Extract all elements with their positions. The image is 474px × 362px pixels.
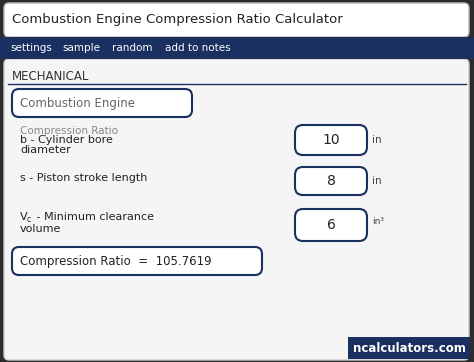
Text: c: c (27, 215, 31, 224)
Text: Combustion Engine: Combustion Engine (20, 97, 135, 109)
Bar (348, 337, 470, 359)
FancyBboxPatch shape (12, 247, 262, 275)
FancyBboxPatch shape (4, 59, 469, 360)
Text: settings: settings (10, 43, 52, 53)
Text: ncalculators.com: ncalculators.com (353, 341, 465, 354)
Text: V: V (20, 212, 27, 222)
FancyBboxPatch shape (295, 209, 367, 241)
FancyBboxPatch shape (12, 89, 192, 117)
Text: s - Piston stroke length: s - Piston stroke length (20, 173, 147, 183)
Text: Combustion Engine Compression Ratio Calculator: Combustion Engine Compression Ratio Calc… (12, 13, 343, 26)
Text: volume: volume (20, 224, 61, 234)
Text: b - Cylinder bore: b - Cylinder bore (20, 135, 113, 145)
Text: in: in (372, 135, 382, 145)
Text: in³: in³ (372, 218, 384, 227)
Text: diameter: diameter (20, 145, 71, 155)
FancyBboxPatch shape (4, 3, 469, 37)
Text: sample: sample (62, 43, 100, 53)
Text: random: random (112, 43, 153, 53)
Text: 8: 8 (327, 174, 336, 188)
Bar (0, 37, 474, 59)
Text: 10: 10 (322, 133, 340, 147)
Text: MECHANICAL: MECHANICAL (12, 70, 90, 83)
Text: - Minimum clearance: - Minimum clearance (33, 212, 154, 222)
Text: add to notes: add to notes (165, 43, 231, 53)
Text: Compression Ratio: Compression Ratio (20, 126, 118, 136)
Text: 6: 6 (327, 218, 336, 232)
Text: Compression Ratio  =  105.7619: Compression Ratio = 105.7619 (20, 254, 211, 268)
Text: in: in (372, 176, 382, 186)
FancyBboxPatch shape (295, 167, 367, 195)
FancyBboxPatch shape (295, 125, 367, 155)
